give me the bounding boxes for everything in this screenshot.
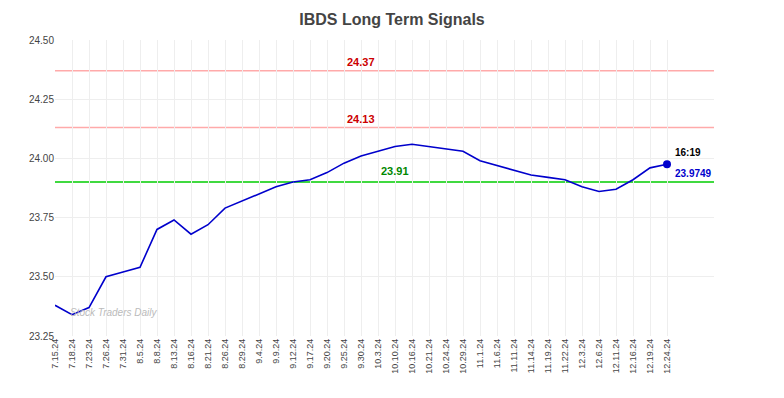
svg-text:11.19.24: 11.19.24 — [543, 339, 553, 373]
svg-text:23.50: 23.50 — [29, 271, 54, 282]
svg-text:9.30.24: 9.30.24 — [356, 339, 366, 369]
svg-text:IBDS Long Term Signals: IBDS Long Term Signals — [299, 11, 485, 28]
svg-text:12.19.24: 12.19.24 — [645, 339, 655, 374]
svg-text:24.37: 24.37 — [347, 56, 375, 68]
svg-text:8.5.24: 8.5.24 — [135, 339, 145, 364]
svg-text:10.16.24: 10.16.24 — [407, 339, 417, 374]
svg-text:12.11.24: 12.11.24 — [611, 339, 621, 373]
svg-text:12.3.24: 12.3.24 — [577, 339, 587, 369]
svg-text:10.10.24: 10.10.24 — [390, 339, 400, 374]
svg-text:Stock Traders Daily: Stock Traders Daily — [70, 307, 158, 318]
svg-text:10.29.24: 10.29.24 — [458, 339, 468, 374]
svg-text:16:19: 16:19 — [675, 147, 701, 158]
svg-text:9.25.24: 9.25.24 — [339, 339, 349, 369]
svg-text:8.8.24: 8.8.24 — [152, 339, 162, 364]
svg-text:24.13: 24.13 — [347, 113, 375, 125]
svg-text:11.6.24: 11.6.24 — [492, 339, 502, 368]
svg-text:7.31.24: 7.31.24 — [118, 339, 128, 369]
svg-text:9.20.24: 9.20.24 — [322, 339, 332, 369]
svg-text:8.26.24: 8.26.24 — [220, 339, 230, 369]
svg-text:9.12.24: 9.12.24 — [288, 339, 298, 369]
svg-text:8.29.24: 8.29.24 — [237, 339, 247, 369]
svg-text:12.24.24: 12.24.24 — [662, 339, 672, 374]
svg-text:8.16.24: 8.16.24 — [186, 339, 196, 369]
svg-text:24.25: 24.25 — [29, 94, 54, 105]
svg-text:23.25: 23.25 — [29, 331, 54, 342]
svg-text:7.18.24: 7.18.24 — [67, 339, 77, 369]
svg-text:9.4.24: 9.4.24 — [254, 339, 264, 364]
svg-text:12.16.24: 12.16.24 — [628, 339, 638, 374]
svg-text:10.21.24: 10.21.24 — [424, 339, 434, 374]
svg-text:8.13.24: 8.13.24 — [169, 339, 179, 369]
svg-text:23.75: 23.75 — [29, 212, 54, 223]
svg-text:11.22.24: 11.22.24 — [560, 339, 570, 373]
svg-text:7.15.24: 7.15.24 — [50, 339, 60, 369]
svg-text:10.24.24: 10.24.24 — [441, 339, 451, 374]
svg-text:11.14.24: 11.14.24 — [526, 339, 536, 373]
svg-text:24.00: 24.00 — [29, 153, 54, 164]
svg-text:7.23.24: 7.23.24 — [84, 339, 94, 369]
svg-text:11.11.24: 11.11.24 — [509, 339, 519, 373]
svg-text:8.21.24: 8.21.24 — [203, 339, 213, 369]
svg-text:7.26.24: 7.26.24 — [101, 339, 111, 369]
svg-text:23.91: 23.91 — [381, 165, 409, 177]
svg-text:23.9749: 23.9749 — [675, 168, 712, 179]
svg-text:10.3.24: 10.3.24 — [373, 339, 383, 369]
svg-text:9.9.24: 9.9.24 — [271, 339, 281, 364]
svg-text:9.17.24: 9.17.24 — [305, 339, 315, 369]
svg-text:11.1.24: 11.1.24 — [475, 339, 485, 368]
svg-text:24.50: 24.50 — [29, 35, 54, 46]
svg-text:12.6.24: 12.6.24 — [594, 339, 604, 369]
